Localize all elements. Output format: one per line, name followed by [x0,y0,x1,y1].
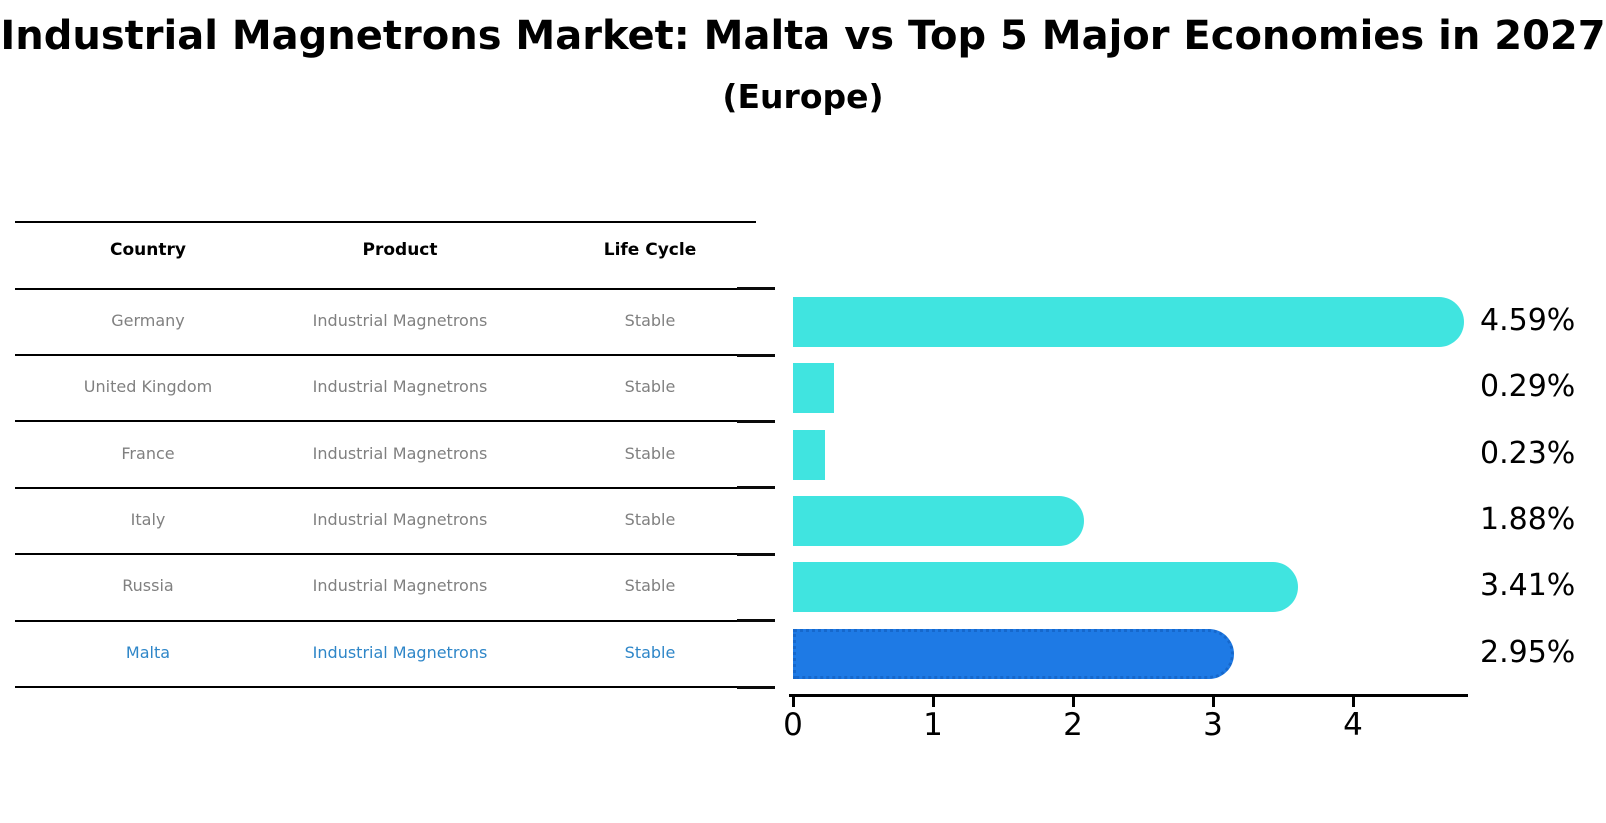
x-axis-tick [1211,696,1215,707]
cell-country: Italy [130,510,166,529]
table-divider [15,553,756,556]
cell-country: United Kingdom [83,377,213,397]
y-axis-tick [737,685,775,689]
cell-product: Industrial Magnetrons [312,310,488,330]
bar-russia [793,562,1299,613]
column-header-life-cycle: Life Cycle [603,240,697,260]
column-header-product: Product [362,240,438,260]
cell-life-cycle: Stable [624,310,676,330]
x-axis-line [789,694,1468,697]
value-label: 3.41% [1480,568,1576,604]
table-divider [15,420,756,423]
y-axis-tick [737,419,775,423]
bar-united-kingdom [793,363,834,414]
cell-life-cycle: Stable [624,576,676,596]
cell-country: Russia [122,576,174,596]
bar-italy [793,496,1085,546]
cell-country: Malta [125,642,171,662]
chart-subtitle: (Europe) [722,77,884,116]
cell-product: Industrial Magnetrons [312,377,488,397]
cell-country: Germany [111,310,185,330]
column-header-country: Country [110,240,186,260]
x-axis-tick-label: 3 [1203,707,1223,743]
x-axis-tick-label: 0 [783,707,803,743]
x-axis-tick-label: 4 [1343,707,1363,743]
x-axis-tick-label: 2 [1063,707,1083,743]
value-label: 4.59% [1480,302,1576,338]
bar-germany [793,296,1464,347]
x-axis-tick [791,696,795,707]
table-divider [15,354,756,356]
y-axis-tick [737,287,775,291]
cell-product: Industrial Magnetrons [312,443,488,463]
x-axis-tick [931,696,935,707]
x-axis-tick-label: 1 [923,707,943,743]
y-axis-tick [737,486,775,490]
chart-title: Industrial Magnetrons Market: Malta vs T… [0,13,1606,59]
cell-country: France [121,443,175,463]
table-divider [15,221,756,223]
table-divider [15,287,756,290]
x-axis-tick [1071,696,1075,707]
value-label: 0.29% [1480,369,1576,405]
cell-life-cycle: Stable [624,443,676,463]
y-axis-tick [737,353,775,357]
y-axis-tick [737,552,775,556]
cell-life-cycle: Stable [624,510,676,529]
cell-product: Industrial Magnetrons [312,576,488,596]
cell-life-cycle: Stable [624,642,676,662]
table-divider [15,686,756,688]
cell-product: Industrial Magnetrons [312,642,488,662]
value-label: 1.88% [1480,502,1576,537]
bar-malta [793,628,1234,679]
y-axis-tick [737,619,775,623]
bar-france [793,429,826,480]
x-axis-tick [1351,696,1355,707]
table-divider [15,486,756,489]
value-label: 0.23% [1480,435,1576,471]
value-label: 2.95% [1480,634,1576,670]
table-divider [15,619,756,622]
cell-life-cycle: Stable [624,377,676,397]
cell-product: Industrial Magnetrons [312,510,488,529]
